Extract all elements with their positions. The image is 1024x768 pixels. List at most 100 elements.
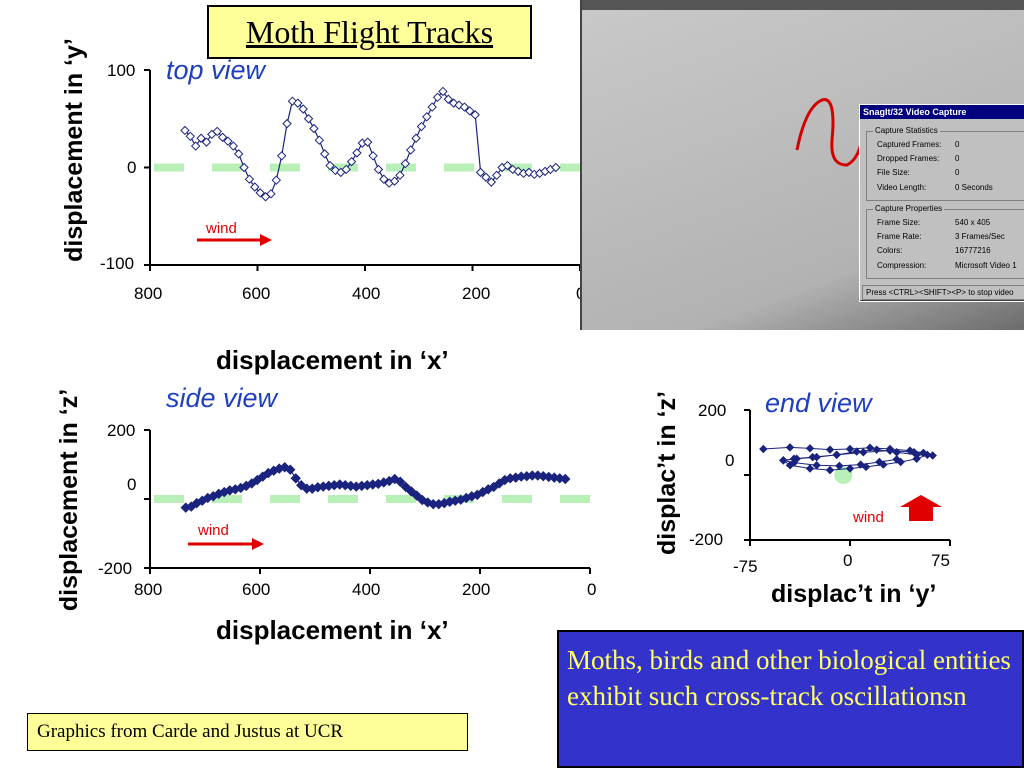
data-point (212, 126, 222, 137)
data-point (454, 100, 464, 110)
side-xtick-800: 800 (134, 580, 163, 599)
data-point (432, 92, 443, 103)
snagit-dialog-title: SnagIt/32 Video Capture (860, 105, 1024, 119)
data-point (805, 444, 815, 453)
stat-row: Video Length: 0 Seconds (877, 183, 993, 192)
end-ytick-0: 0 (725, 451, 735, 470)
data-point (856, 460, 865, 469)
top-ytick-0: 0 (127, 158, 137, 177)
data-point (244, 174, 255, 184)
data-point (282, 118, 292, 129)
data-point (266, 189, 276, 199)
end-xtick-0: 0 (843, 551, 853, 570)
data-point (325, 160, 335, 171)
prop-row: Frame Size: 540 x 405 (877, 218, 991, 227)
data-point (438, 86, 448, 97)
data-point (825, 445, 835, 454)
data-point (233, 149, 244, 159)
data-point (293, 98, 303, 108)
capture-statistics-label: Capture Statistics (873, 126, 940, 135)
data-point (909, 448, 919, 457)
stat-row: File Size: 0 (877, 168, 960, 177)
top-chart-view-label: top view (166, 55, 266, 85)
data-point (845, 464, 855, 473)
data-point (330, 165, 341, 176)
data-point (912, 454, 921, 463)
track-line (763, 446, 933, 471)
data-point (190, 141, 201, 151)
data-point (872, 445, 881, 454)
data-point (309, 123, 319, 134)
page-title-box: Moth Flight Tracks (207, 5, 532, 59)
side-chart-xlabel: displacement in ‘x’ (216, 615, 449, 645)
data-point (443, 94, 454, 104)
data-point (239, 162, 249, 173)
data-point (346, 156, 357, 167)
data-point (852, 447, 861, 456)
data-point (812, 461, 821, 470)
top-xtick-400: 400 (352, 284, 381, 303)
data-point (885, 446, 895, 455)
data-point (808, 452, 817, 462)
data-point (470, 110, 480, 120)
data-point (892, 455, 901, 464)
data-point (411, 490, 422, 501)
data-point (314, 135, 325, 145)
data-point (805, 464, 815, 473)
data-point (341, 164, 351, 175)
top-plot-area (144, 69, 581, 271)
data-point (395, 476, 406, 487)
stat-row: Dropped Frames: 0 (877, 154, 960, 163)
data-point (502, 160, 513, 171)
top-ytick-100: 100 (107, 61, 136, 80)
data-point (508, 164, 518, 175)
data-point (779, 456, 788, 465)
video-capture-screenshot: SnagIt/32 Video Capture Capture Statisti… (580, 0, 1024, 330)
top-ytick-minus100: -100 (100, 254, 135, 273)
side-xtick-0: 0 (587, 580, 597, 599)
side-xtick-600: 600 (242, 580, 271, 599)
stat-row: Captured Frames: 0 (877, 140, 960, 149)
data-point (201, 137, 212, 147)
side-ytick-minus200: -200 (98, 559, 133, 578)
data-point (411, 133, 421, 143)
top-chart-xlabel: displacement in ‘x’ (216, 345, 449, 375)
snagit-status-bar: Press <CTRL><SHIFT><P> to stop video (862, 285, 1024, 300)
side-xtick-200: 200 (462, 580, 491, 599)
wind-arrow-head (252, 538, 264, 550)
data-point (217, 132, 228, 142)
data-point (448, 98, 459, 108)
wind-arrow-shaft (909, 507, 933, 521)
end-chart-view-label: end view (765, 388, 872, 418)
wind-arrow-head (900, 495, 942, 507)
data-point (832, 450, 841, 460)
note-box: Moths, birds and other biological entiti… (557, 630, 1024, 768)
data-point (486, 177, 497, 187)
data-point (255, 188, 265, 198)
data-point (271, 175, 282, 185)
data-point (373, 164, 384, 175)
data-point (427, 102, 437, 112)
end-chart-xlabel: displac’t in ‘y’ (771, 580, 937, 608)
data-point (923, 450, 932, 460)
track-line (184, 90, 556, 198)
data-point (465, 106, 475, 116)
side-xtick-400: 400 (352, 580, 381, 599)
data-point (368, 151, 378, 161)
capture-properties-label: Capture Properties (873, 204, 945, 213)
capture-statistics-group: Capture Statistics Captured Frames: 0 Dro… (866, 126, 1024, 201)
data-point (859, 448, 868, 457)
prop-row: Colors: 16777216 (877, 246, 991, 255)
side-chart-ylabel: displacement in ‘z’ (55, 388, 83, 612)
end-chart-ylabel: displac’t in ‘z’ (653, 391, 681, 555)
end-ytick-200: 200 (698, 401, 727, 420)
data-point (875, 457, 884, 467)
data-point (785, 443, 795, 452)
side-plot-area (144, 429, 591, 574)
moth-trace (582, 0, 1024, 167)
capture-properties-group: Capture Properties Frame Size: 540 x 405 … (866, 204, 1024, 279)
data-point (560, 473, 571, 485)
data-point (389, 176, 400, 186)
top-xtick-600: 600 (242, 284, 271, 303)
